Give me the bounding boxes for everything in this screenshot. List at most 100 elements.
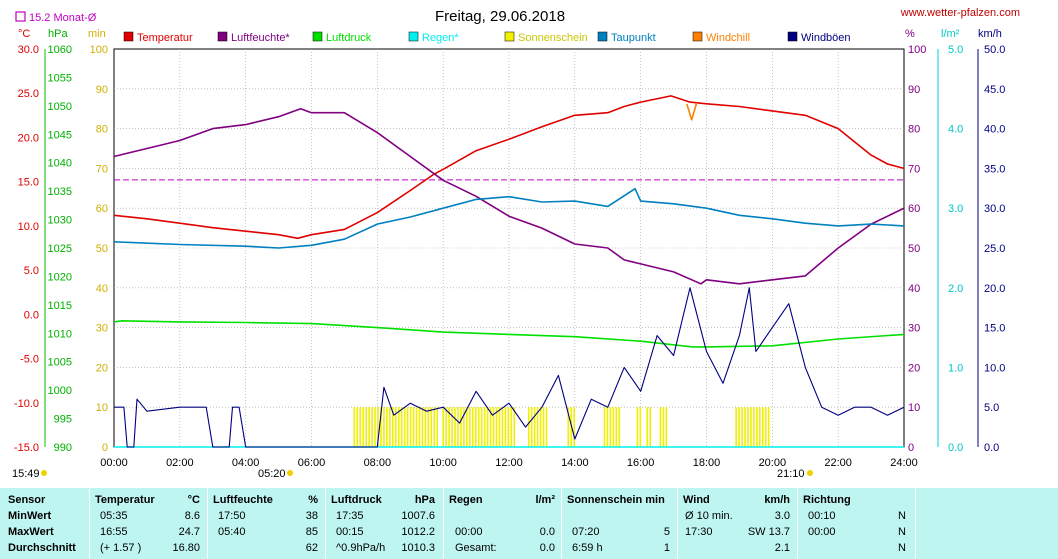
percent-tick-label: 80	[908, 124, 920, 136]
series-line-luftdruck	[113, 319, 905, 348]
legend-swatch	[692, 31, 703, 42]
legend-swatch	[408, 31, 419, 42]
website-label[interactable]: www.wetter-pfalzen.com	[900, 7, 1020, 19]
min-tick-label: 40	[96, 283, 108, 295]
sunrise-label: 05:20	[258, 468, 286, 480]
luftfeuchte-time: 05:40	[218, 526, 246, 538]
weather-chart: 30.0 25.0 20.0 15.0 10.0 5.0 0.0 -5.0 -10.0 -15.0…	[12, 7, 1020, 480]
luftdruck-time: ^0.9hPa/h	[336, 542, 386, 554]
celsius-tick-label: -10.0	[14, 398, 39, 410]
hpa-tick-label: 990	[54, 442, 72, 454]
sun-icon	[41, 470, 47, 476]
lm2-tick-label: 0.0	[948, 442, 963, 454]
legend-label: Taupunkt	[611, 32, 656, 44]
hpa-tick-label: 1030	[48, 215, 72, 227]
lm2-tick-label: 1.0	[948, 362, 963, 374]
temperatur-time: 05:35	[100, 510, 128, 522]
sunrise-sun-icon	[287, 470, 293, 476]
legend-swatch	[312, 31, 323, 42]
table-header-luftdruck-unit: hPa	[414, 494, 435, 506]
celsius-tick-label: 0.0	[24, 309, 39, 321]
series-line-windben	[114, 287, 905, 448]
table-column-divider	[561, 488, 562, 559]
percent-tick-label: 90	[908, 84, 920, 96]
legend-swatch	[504, 31, 515, 42]
regen-value: 0.0	[539, 526, 555, 538]
hpa-tick-label: 1035	[48, 186, 72, 198]
x-tick-label: 16:00	[627, 457, 655, 469]
hpa-tick-label: 1050	[48, 101, 72, 113]
sonnenschein-value: 1	[663, 542, 670, 554]
richtung-time: 00:00	[808, 526, 836, 538]
x-tick-label: 10:00	[429, 457, 457, 469]
hpa-tick-label: 1015	[48, 300, 72, 312]
table-row-label: MaxWert	[8, 526, 54, 538]
table-column-divider	[677, 488, 678, 559]
legend-swatch	[123, 31, 134, 42]
table-row-label: MinWert	[8, 510, 52, 522]
unit-hpa: hPa	[48, 28, 68, 40]
legend-swatch	[217, 31, 228, 42]
kmh-tick-label: 50.0	[984, 44, 1005, 56]
luftfeuchte-value: 38	[305, 510, 318, 522]
min-tick-label: 20	[96, 362, 108, 374]
table-header-luftdruck: Luftdruck	[331, 494, 382, 506]
series-lines	[113, 95, 905, 448]
unit-percent: %	[905, 28, 915, 40]
richtung-time: 00:10	[808, 510, 836, 522]
hpa-tick-label: 1000	[48, 385, 72, 397]
table-header-richtung: Richtung	[803, 494, 851, 506]
x-tick-label: 06:00	[298, 457, 326, 469]
min-tick-label: 0	[102, 442, 108, 454]
legend-swatch	[787, 31, 798, 42]
sonnenschein-value: 5	[663, 526, 670, 538]
temperatur-value: 8.6	[184, 510, 200, 522]
luftdruck-value: 1010.3	[401, 542, 435, 554]
sunset-sun-icon	[807, 470, 813, 476]
percent-tick-label: 40	[908, 283, 920, 295]
table-column-divider	[915, 488, 916, 559]
axis-labels: 30.0 25.0 20.0 15.0 10.0 5.0 0.0 -5.0 -10.0 -15.0…	[14, 44, 1006, 469]
wind-value: SW 13.7	[747, 526, 790, 538]
table-header-sensor: Sensor	[8, 494, 46, 506]
min-tick-label: 60	[96, 203, 108, 215]
table-header-regen-unit: l/m²	[535, 494, 555, 506]
x-tick-label: 08:00	[364, 457, 392, 469]
percent-tick-label: 100	[908, 44, 926, 56]
min-tick-label: 50	[96, 243, 108, 255]
celsius-tick-label: -5.0	[20, 354, 39, 366]
hpa-tick-label: 1045	[48, 129, 72, 141]
table-header-regen: Regen	[449, 494, 483, 506]
temperatur-value: 16.80	[172, 542, 200, 554]
table-header-wind-unit: km/h	[764, 494, 790, 506]
x-tick-label: 22:00	[824, 457, 852, 469]
celsius-tick-label: 30.0	[18, 44, 39, 56]
luftdruck-value: 1007.6	[401, 510, 435, 522]
hpa-tick-label: 1020	[48, 271, 72, 283]
sunset-label: 21:10	[777, 468, 805, 480]
percent-tick-label: 0	[908, 442, 914, 454]
table-header-luftfeuchte: Luftfeuchte	[213, 494, 273, 506]
table-column-divider	[443, 488, 444, 559]
percent-tick-label: 30	[908, 323, 920, 335]
temperatur-time: 16:55	[100, 526, 128, 538]
kmh-tick-label: 25.0	[984, 243, 1005, 255]
sunrise-left-label: 15:49	[12, 468, 40, 480]
kmh-tick-label: 5.0	[984, 402, 999, 414]
legend-label: Luftdruck	[326, 32, 372, 44]
hpa-tick-label: 995	[54, 414, 72, 426]
wind-time: 17:30	[685, 526, 713, 538]
min-tick-label: 30	[96, 323, 108, 335]
richtung-value: N	[898, 510, 906, 522]
legend-label: Luftfeuchte*	[231, 32, 290, 44]
percent-tick-label: 20	[908, 362, 920, 374]
hpa-tick-label: 1005	[48, 357, 72, 369]
min-tick-label: 100	[90, 44, 108, 56]
kmh-tick-label: 20.0	[984, 283, 1005, 295]
series-line-windchill	[686, 102, 698, 121]
wind-value: 2.1	[774, 542, 790, 554]
hpa-tick-label: 1040	[48, 158, 72, 170]
kmh-tick-label: 35.0	[984, 163, 1005, 175]
hpa-tick-label: 1060	[48, 44, 72, 56]
x-tick-label: 14:00	[561, 457, 589, 469]
